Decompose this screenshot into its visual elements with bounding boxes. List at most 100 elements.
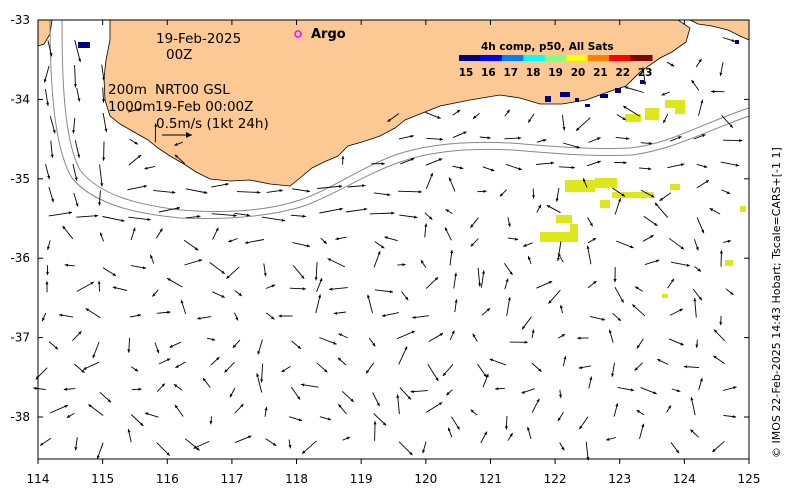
current-arrow-head	[281, 218, 286, 222]
current-arrow-head	[428, 216, 433, 220]
current-arrow-head	[499, 193, 504, 197]
current-arrow-head	[561, 447, 565, 451]
current-arrow-head	[686, 263, 690, 267]
current-arrow-head	[470, 224, 474, 228]
current-arrow-head	[68, 211, 72, 215]
y-tick-label: -34	[10, 92, 30, 106]
current-arrow	[506, 297, 511, 316]
current-arrow-head	[648, 167, 652, 171]
current-arrow-head	[536, 398, 540, 403]
current-arrow	[48, 211, 73, 217]
current-arrow	[128, 216, 151, 221]
current-arrow-head	[507, 297, 511, 301]
current-arrow-head	[648, 141, 653, 145]
current-arrow-head	[606, 437, 610, 441]
current-arrow-head	[382, 422, 387, 426]
current-arrow-head	[410, 158, 415, 161]
current-arrow-head	[338, 404, 342, 408]
current-arrow-head	[463, 131, 467, 135]
x-tick-label: 118	[285, 472, 308, 486]
current-arrow-head	[51, 198, 54, 203]
current-arrow-head	[229, 393, 233, 398]
current-arrow-head	[739, 139, 743, 143]
current-arrow-head	[548, 300, 552, 304]
current-arrow-head	[33, 386, 37, 390]
current-arrow-head	[245, 241, 249, 244]
current-arrow-head	[281, 369, 285, 372]
current-arrow-head	[338, 333, 342, 337]
x-tick-label: 114	[27, 472, 50, 486]
current-arrow-head	[486, 308, 491, 312]
current-arrow	[319, 208, 343, 214]
current-arrow	[398, 346, 408, 365]
current-arrow-head	[719, 250, 723, 254]
current-arrow-head	[172, 190, 176, 194]
current-arrow-head	[524, 340, 528, 344]
current-arrow-head	[608, 329, 612, 334]
current-arrow-head	[576, 127, 580, 131]
current-arrow-head	[411, 330, 416, 334]
current-arrow	[427, 363, 439, 382]
x-tick-label: 123	[608, 472, 631, 486]
current-arrow-head	[318, 294, 322, 298]
current-arrow-head	[202, 378, 206, 382]
current-arrow-head	[422, 449, 426, 454]
current-arrow-head	[127, 349, 131, 353]
current-arrow-head	[456, 426, 460, 430]
current-arrow-head	[144, 412, 149, 416]
current-arrow-head	[46, 102, 50, 106]
current-arrow-head	[490, 168, 495, 172]
current-arrow-head	[387, 118, 391, 122]
current-arrow	[398, 441, 413, 456]
current-arrow-head	[451, 330, 455, 334]
current-arrow-head	[424, 223, 428, 227]
current-arrow-head	[470, 409, 474, 413]
current-arrow-head	[509, 433, 513, 437]
current-arrow-head	[339, 207, 343, 211]
current-arrow-head	[43, 79, 47, 83]
current-arrow-head	[485, 373, 489, 378]
current-arrow-head	[174, 142, 178, 146]
current-arrow-head	[88, 404, 92, 408]
y-tick-label: -38	[10, 410, 30, 424]
current-arrow-head	[409, 451, 413, 456]
current-arrow-head	[538, 204, 541, 209]
time-label: 00Z	[166, 47, 192, 63]
current-vector-field	[33, 37, 743, 461]
argo-marker-icon	[294, 30, 302, 38]
x-tick-label: 117	[220, 472, 243, 486]
current-arrow-head	[271, 284, 276, 288]
current-arrow-head	[52, 129, 56, 134]
contour-200m	[61, 19, 750, 213]
current-arrow	[158, 207, 181, 213]
current-arrow-head	[306, 189, 310, 193]
current-arrow-head	[601, 317, 605, 321]
current-arrow-head	[578, 366, 583, 370]
current-arrow-head	[583, 178, 586, 182]
current-arrow-head	[735, 163, 740, 167]
current-arrow-head	[389, 290, 393, 294]
current-arrow-head	[367, 294, 370, 299]
current-arrow-head	[174, 154, 179, 158]
current-arrow-head	[713, 329, 718, 333]
y-tick-label: -33	[10, 13, 30, 27]
x-tick-label: 122	[544, 472, 567, 486]
x-axis: 114 115 116 117 118 119 120 121 122 123 124 125	[27, 20, 760, 486]
current-arrow-head	[473, 115, 477, 119]
current-arrow-head	[297, 396, 301, 400]
current-arrow-head	[209, 421, 213, 425]
current-arrow-head	[167, 310, 171, 314]
current-arrow-head	[387, 193, 391, 197]
colorbar-tick-label: 20	[571, 67, 586, 79]
current-arrow-head	[260, 379, 264, 383]
current-arrow-head	[509, 271, 513, 275]
colorbar-segment	[523, 55, 546, 61]
current-arrow-head	[698, 58, 702, 63]
current-arrow-head	[337, 357, 342, 361]
current-arrow-head	[563, 356, 567, 360]
current-arrow-head	[373, 421, 377, 425]
current-arrow-head	[319, 278, 323, 282]
current-arrow	[315, 294, 321, 314]
current-arrow-head	[156, 349, 160, 354]
current-arrow-head	[221, 270, 225, 274]
